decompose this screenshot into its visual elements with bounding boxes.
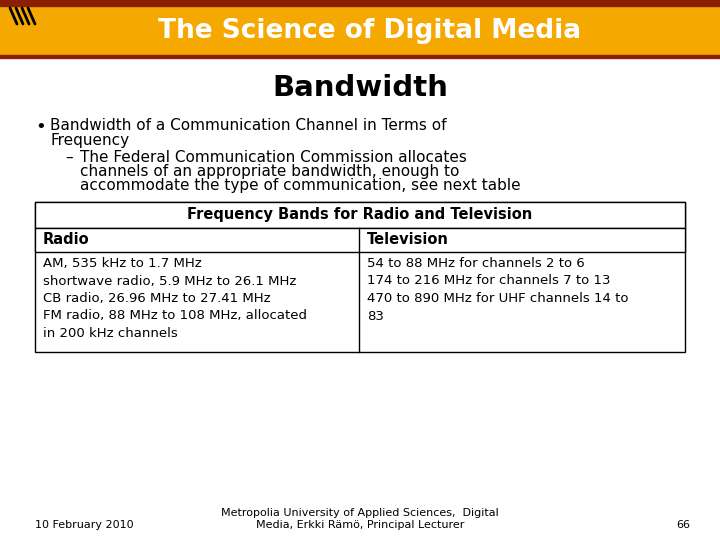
Text: The Federal Communication Commission allocates: The Federal Communication Commission all…: [80, 150, 467, 165]
Text: Frequency: Frequency: [50, 133, 129, 148]
Text: accommodate the type of communication, see next table: accommodate the type of communication, s…: [80, 178, 521, 193]
Text: Television: Television: [367, 233, 449, 247]
Text: 54 to 88 MHz for channels 2 to 6
174 to 216 MHz for channels 7 to 13
470 to 890 : 54 to 88 MHz for channels 2 to 6 174 to …: [367, 257, 629, 322]
Text: Frequency Bands for Radio and Television: Frequency Bands for Radio and Television: [187, 207, 533, 222]
Text: AM, 535 kHz to 1.7 MHz
shortwave radio, 5.9 MHz to 26.1 MHz
CB radio, 26.96 MHz : AM, 535 kHz to 1.7 MHz shortwave radio, …: [43, 257, 307, 340]
Text: Bandwidth of a Communication Channel in Terms of: Bandwidth of a Communication Channel in …: [50, 118, 446, 133]
Text: 66: 66: [676, 520, 690, 530]
Bar: [35, 202, 685, 352]
Text: Radio: Radio: [43, 233, 89, 247]
Text: Metropolia University of Applied Sciences,  Digital
Media, Erkki Rämö, Principal: Metropolia University of Applied Science…: [221, 508, 499, 530]
Text: channels of an appropriate bandwidth, enough to: channels of an appropriate bandwidth, en…: [80, 164, 459, 179]
Bar: [0, 0, 720, 6]
Text: The Science of Digital Media: The Science of Digital Media: [158, 18, 582, 44]
Bar: [0, 6, 720, 55]
Text: 10 February 2010: 10 February 2010: [35, 520, 134, 530]
Bar: [35, 202, 685, 228]
Text: –: –: [65, 150, 73, 165]
Text: •: •: [35, 118, 46, 136]
Bar: [0, 55, 720, 58]
Bar: [35, 228, 685, 252]
Text: Bandwidth: Bandwidth: [272, 74, 448, 102]
